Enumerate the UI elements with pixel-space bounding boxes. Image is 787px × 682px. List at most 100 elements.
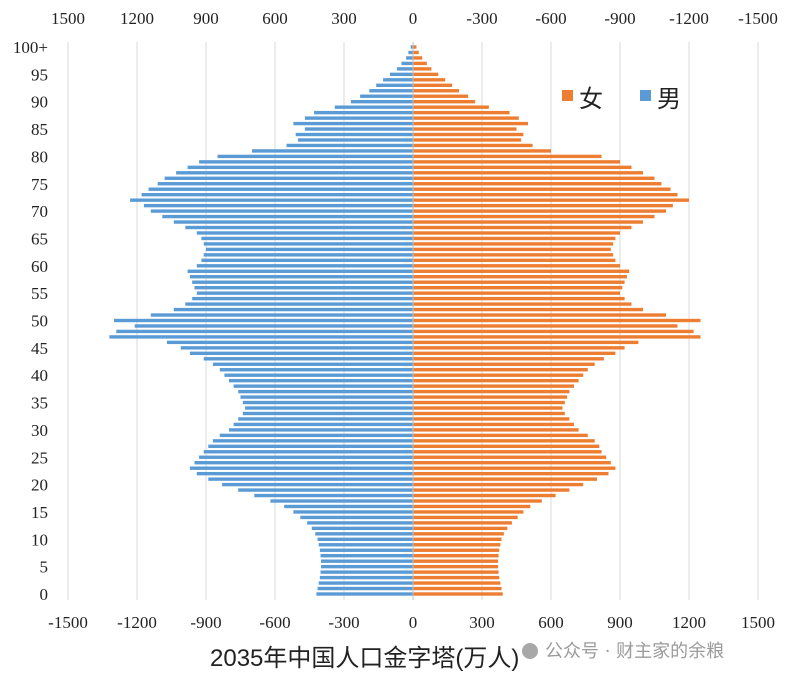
bar-female-age-47 bbox=[413, 335, 701, 339]
bar-male-age-1 bbox=[317, 586, 413, 591]
bar-male-age-13 bbox=[307, 521, 413, 525]
bar-female-age-87 bbox=[413, 116, 519, 120]
bar-male-age-6 bbox=[321, 559, 413, 563]
bar-female-age-22 bbox=[413, 471, 609, 476]
bar-female-age-81 bbox=[413, 149, 551, 153]
bar-male-age-33 bbox=[242, 411, 413, 416]
top-tick-label: -600 bbox=[535, 9, 566, 28]
bar-male-age-95 bbox=[390, 72, 413, 77]
bar-male-age-90 bbox=[350, 100, 413, 104]
y-tick-label: 30 bbox=[31, 421, 48, 440]
y-tick-label: 90 bbox=[31, 93, 48, 112]
bar-male-age-5 bbox=[321, 564, 413, 569]
bar-male-age-61 bbox=[201, 258, 413, 263]
bar-female-age-94 bbox=[413, 78, 446, 82]
bar-female-age-59 bbox=[413, 269, 630, 273]
bar-female-age-62 bbox=[413, 253, 614, 257]
y-tick-label: 95 bbox=[31, 65, 48, 84]
y-tick-label: 85 bbox=[31, 120, 48, 139]
bar-female-age-3 bbox=[413, 575, 500, 580]
bottom-tick-label: -300 bbox=[328, 613, 359, 632]
top-tick-label: 0 bbox=[409, 9, 418, 28]
bar-male-age-28 bbox=[212, 439, 413, 443]
bar-male-age-43 bbox=[203, 357, 413, 361]
legend: 女 男 bbox=[562, 85, 681, 113]
bar-female-age-91 bbox=[413, 94, 469, 98]
bar-male-age-56 bbox=[194, 285, 413, 290]
y-tick-label: 60 bbox=[31, 257, 48, 276]
bar-male-age-10 bbox=[317, 537, 413, 541]
y-tick-label: 20 bbox=[31, 476, 48, 495]
bar-female-age-97 bbox=[413, 61, 427, 66]
y-tick-label: 55 bbox=[31, 284, 48, 303]
bar-female-age-42 bbox=[413, 362, 595, 366]
bar-female-age-23 bbox=[413, 466, 616, 470]
bar-female-age-74 bbox=[413, 187, 671, 191]
bar-male-age-9 bbox=[318, 543, 413, 547]
bar-female-age-89 bbox=[413, 105, 489, 109]
top-tick-label: 900 bbox=[193, 9, 219, 28]
bar-male-age-40 bbox=[224, 373, 413, 377]
y-tick-label: 40 bbox=[31, 366, 48, 385]
bottom-tick-label: -600 bbox=[259, 613, 290, 632]
bar-female-age-78 bbox=[413, 165, 632, 170]
bar-female-age-30 bbox=[413, 428, 579, 432]
bar-male-age-78 bbox=[187, 165, 413, 170]
y-tick-label: 70 bbox=[31, 202, 48, 221]
bar-male-age-16 bbox=[284, 504, 413, 509]
bar-female-age-44 bbox=[413, 351, 616, 356]
bar-female-age-57 bbox=[413, 280, 625, 284]
bar-male-age-87 bbox=[304, 116, 413, 120]
bar-female-age-70 bbox=[413, 209, 666, 213]
bar-female-age-28 bbox=[413, 439, 595, 443]
bar-female-age-45 bbox=[413, 346, 625, 350]
bar-male-age-31 bbox=[233, 422, 413, 427]
bar-female-age-100 bbox=[413, 45, 417, 49]
bar-female-age-27 bbox=[413, 444, 600, 449]
bar-male-age-76 bbox=[164, 176, 413, 180]
bar-male-age-14 bbox=[300, 515, 413, 520]
bar-male-age-63 bbox=[206, 247, 413, 252]
bars bbox=[109, 45, 701, 596]
bar-female-age-26 bbox=[413, 450, 602, 454]
bar-male-age-71 bbox=[143, 203, 413, 208]
y-tick-label: 65 bbox=[31, 229, 48, 248]
bar-male-age-36 bbox=[240, 395, 413, 399]
bar-female-age-85 bbox=[413, 127, 517, 131]
bar-female-age-53 bbox=[413, 302, 632, 306]
bar-male-age-11 bbox=[315, 532, 413, 536]
bar-male-age-77 bbox=[176, 171, 413, 175]
bottom-tick-label: 900 bbox=[607, 613, 633, 632]
bar-female-age-34 bbox=[413, 406, 563, 410]
bar-female-age-32 bbox=[413, 417, 570, 421]
bar-male-age-75 bbox=[157, 182, 413, 186]
bar-male-age-17 bbox=[270, 499, 413, 503]
y-tick-label: 45 bbox=[31, 339, 48, 358]
bar-male-age-29 bbox=[219, 433, 413, 438]
bar-male-age-51 bbox=[150, 313, 414, 317]
bar-male-age-100 bbox=[410, 45, 413, 49]
bar-male-age-44 bbox=[189, 351, 413, 356]
bottom-tick-label: -900 bbox=[190, 613, 221, 632]
bottom-tick-label: 600 bbox=[538, 613, 564, 632]
bar-male-age-53 bbox=[185, 302, 413, 306]
bar-female-age-15 bbox=[413, 510, 524, 514]
bar-female-age-61 bbox=[413, 258, 616, 263]
bar-female-age-0 bbox=[413, 592, 503, 596]
bar-female-age-4 bbox=[413, 570, 499, 574]
bar-male-age-97 bbox=[401, 61, 413, 66]
bar-female-age-90 bbox=[413, 100, 476, 104]
bar-male-age-64 bbox=[203, 242, 413, 246]
bar-female-age-43 bbox=[413, 357, 604, 361]
bar-female-age-66 bbox=[413, 231, 620, 235]
legend-label-male: 男 bbox=[657, 85, 681, 113]
bar-female-age-38 bbox=[413, 384, 574, 388]
bar-female-age-79 bbox=[413, 160, 620, 164]
bar-male-age-50 bbox=[114, 318, 413, 323]
bar-male-age-15 bbox=[293, 510, 413, 514]
bar-male-age-89 bbox=[334, 105, 413, 109]
bar-female-age-19 bbox=[413, 488, 570, 492]
top-tick-label: -900 bbox=[604, 9, 635, 28]
bar-male-age-98 bbox=[406, 56, 413, 60]
bar-male-age-93 bbox=[376, 83, 413, 87]
